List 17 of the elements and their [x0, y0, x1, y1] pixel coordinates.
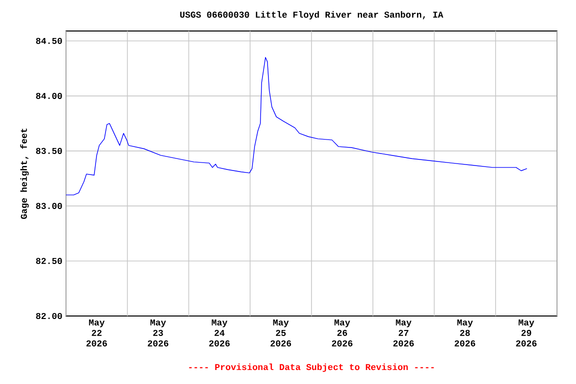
y-tick-label: 84.00	[36, 92, 62, 99]
x-tick-label: May 23 2026	[148, 320, 168, 346]
y-axis-title: Gage height, feet	[20, 128, 29, 219]
x-tick-label: May 26 2026	[332, 320, 352, 346]
x-tick-label: May 25 2026	[270, 320, 292, 346]
y-tick-label: 83.50	[36, 148, 62, 154]
chart-title: USGS 06600030 Little Floyd River near Sanborn, IA	[180, 11, 444, 20]
y-tick-label: 82.00	[36, 312, 62, 320]
text: ---- Provisional Data Subject to Revision ----	[189, 364, 434, 372]
y-tick-label: 84.50	[36, 38, 62, 44]
y-tick-label: 82.50	[36, 258, 62, 264]
x-tick-label: May 29 2026	[516, 320, 537, 346]
x-tick-label: May 28 2026	[454, 320, 476, 346]
y-tick-label: 83.00	[36, 202, 62, 210]
x-tick-label: May 24 2026	[209, 320, 230, 346]
x-tick-label: May 22 2026	[86, 320, 107, 346]
x-tick-label: May 27 2026	[393, 320, 414, 346]
